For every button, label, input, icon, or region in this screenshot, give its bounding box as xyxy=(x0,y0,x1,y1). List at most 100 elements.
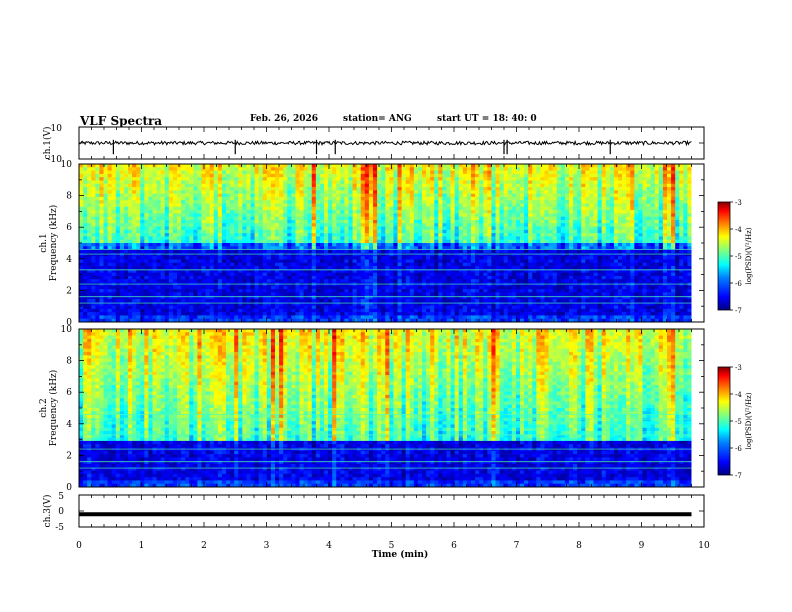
spectrogram-cell xyxy=(658,210,664,214)
spectrogram-cell xyxy=(144,223,149,227)
spectrogram-cell xyxy=(266,210,272,214)
spectrogram-cell xyxy=(128,233,133,237)
spectrogram-cell xyxy=(209,249,215,254)
spectrogram-cell xyxy=(254,193,260,198)
spectrogram-cell xyxy=(360,173,366,178)
spectrogram-cell xyxy=(181,229,186,234)
spectrogram-cell xyxy=(393,226,398,231)
spectrogram-cell xyxy=(642,252,647,257)
spectrogram-cell xyxy=(630,239,635,244)
spectrogram-cell xyxy=(479,249,484,254)
spectrogram-cell xyxy=(618,177,623,181)
spectrogram-cell xyxy=(405,193,411,198)
spectrogram-cell xyxy=(442,164,447,168)
spectrogram-cell xyxy=(560,223,566,227)
spectrogram-cell xyxy=(658,183,664,188)
spectrogram-cell xyxy=(213,262,219,267)
spectrogram-cell xyxy=(426,229,431,234)
spectrogram-cell xyxy=(646,259,652,264)
spectrogram-cell xyxy=(217,183,223,188)
spectrogram-cell xyxy=(377,180,382,185)
spectrogram-cell xyxy=(671,252,676,257)
spectrogram-cell xyxy=(426,246,431,250)
spectrogram-cell xyxy=(650,177,656,181)
spectrogram-cell xyxy=(618,252,623,257)
spectrogram-cell xyxy=(597,259,603,264)
spectrogram-cell xyxy=(487,259,492,264)
spectrogram-cell xyxy=(389,200,394,204)
spectrogram-cell xyxy=(548,187,554,191)
spectrogram-cell xyxy=(164,239,170,244)
spectrogram-cell xyxy=(172,259,178,264)
spectrogram-cell xyxy=(675,243,680,247)
spectrogram-cell xyxy=(401,229,407,234)
spectrogram-cell xyxy=(581,203,586,208)
spectrogram-cell xyxy=(560,210,566,214)
spectrogram-cell xyxy=(79,266,84,270)
spectrogram-cell xyxy=(540,210,545,214)
spectrogram-cell xyxy=(83,170,88,175)
spectrogram-cell xyxy=(368,187,374,191)
spectrogram-cell xyxy=(344,200,349,204)
spectrogram-cell xyxy=(532,243,537,247)
spectrogram-cell xyxy=(503,223,509,227)
spectrogram-cell xyxy=(79,249,84,254)
spectrogram-cell xyxy=(658,262,664,267)
spectrogram-cell xyxy=(115,246,121,250)
spectrogram-cell xyxy=(87,170,92,175)
spectrogram-cell xyxy=(136,180,141,185)
spectrogram-cell xyxy=(544,183,549,188)
spectrogram-cell xyxy=(511,170,517,175)
spectrogram-cell xyxy=(189,210,194,214)
spectrogram-cell xyxy=(679,256,684,260)
spectrogram-cell xyxy=(315,187,321,191)
spectrogram-cell xyxy=(148,249,153,254)
spectrogram-cell xyxy=(597,243,603,247)
spectrogram-cell xyxy=(577,187,582,191)
spectrogram-cell xyxy=(389,210,394,214)
spectrogram-cell xyxy=(360,187,366,191)
spectrogram-cell xyxy=(254,180,260,185)
spectrogram-cell xyxy=(638,190,643,195)
spectrogram-cell xyxy=(564,180,570,185)
spectrogram-cell xyxy=(536,183,541,188)
spectrogram-cell xyxy=(217,246,223,250)
spectrogram-cell xyxy=(679,210,684,214)
spectrogram-cell xyxy=(119,262,125,267)
spectrogram-cell xyxy=(662,243,668,247)
spectrogram-cell xyxy=(597,262,603,267)
spectrogram-cell xyxy=(618,266,623,270)
spectrogram-cell xyxy=(385,249,390,254)
spectrogram-cell xyxy=(552,243,558,247)
spectrogram-cell xyxy=(242,236,247,241)
spectrogram-cell xyxy=(123,233,129,237)
spectrogram-cell xyxy=(642,170,647,175)
spectrogram-cell xyxy=(405,167,411,171)
spectrogram-cell xyxy=(295,183,300,188)
spectrogram-cell xyxy=(185,170,190,175)
spectrogram-cell xyxy=(491,200,496,204)
spectrogram-cell xyxy=(442,180,447,185)
spectrogram-cell xyxy=(136,223,141,227)
spectrogram-cell xyxy=(83,223,88,227)
spectrogram-cell xyxy=(426,187,431,191)
spectrogram-cell xyxy=(348,200,353,204)
spectrogram-cell xyxy=(658,236,664,241)
spectrogram-cell xyxy=(679,226,684,231)
spectrogram-cell xyxy=(446,243,451,247)
spectrogram-cell xyxy=(540,190,545,195)
spectrogram-cell xyxy=(413,249,419,254)
spectrogram-cell xyxy=(111,180,117,185)
spectrogram-cell xyxy=(499,223,505,227)
spectrogram-cell xyxy=(373,239,378,244)
spectrogram-cell xyxy=(626,216,631,221)
spectrogram-cell xyxy=(319,196,325,201)
spectrogram-cell xyxy=(401,243,407,247)
spectrogram-cell xyxy=(679,180,684,185)
spectrogram-cell xyxy=(515,206,521,211)
spectrogram-cell xyxy=(589,249,594,254)
spectrogram-cell xyxy=(324,226,329,231)
spectrogram-cell xyxy=(593,177,598,181)
spectrogram-cell xyxy=(107,167,113,171)
spectrogram-cell xyxy=(528,180,533,185)
